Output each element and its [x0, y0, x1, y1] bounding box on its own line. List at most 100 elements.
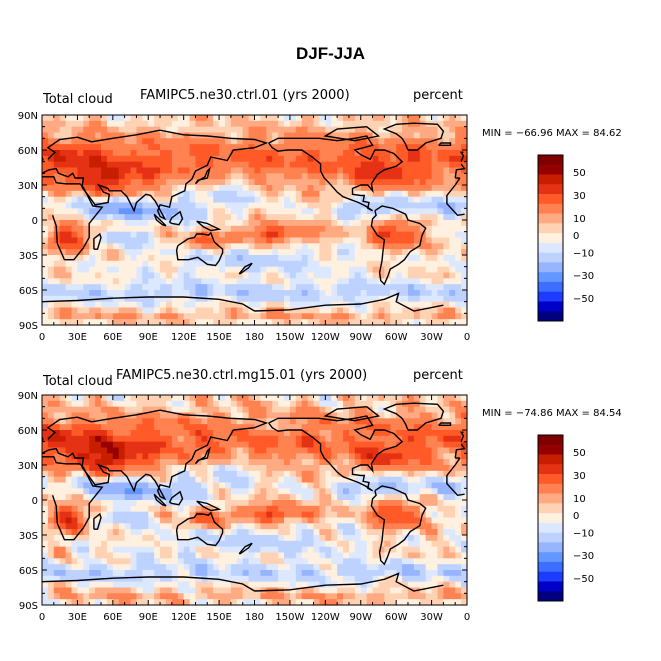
field-cell: [372, 196, 380, 204]
field-cell: [171, 237, 179, 244]
field-cell: [171, 202, 179, 209]
field-cell: [83, 290, 90, 297]
field-cell: [65, 441, 73, 449]
field-cell: [272, 301, 279, 309]
colorbar-swatch: [538, 272, 563, 283]
field-cell: [372, 225, 380, 233]
field-cell: [248, 523, 256, 530]
field-cell: [360, 517, 368, 524]
field-cell: [366, 395, 374, 402]
field-cell: [437, 190, 444, 198]
field-cell: [101, 523, 108, 530]
field-cell: [343, 488, 350, 495]
field-cell: [449, 313, 456, 320]
field-cell: [59, 179, 67, 186]
field-cell: [83, 243, 90, 250]
field-cell: [278, 179, 285, 186]
field-cell: [59, 511, 67, 519]
field-cell: [124, 155, 132, 163]
field-cell: [331, 295, 338, 303]
field-cell: [372, 511, 380, 519]
field-cell: [230, 488, 238, 495]
field-cell: [71, 564, 79, 571]
field-cell: [112, 190, 120, 198]
field-cell: [461, 295, 468, 303]
field-cell: [59, 132, 67, 139]
x-tick-label: 0: [464, 332, 470, 343]
field-cell: [248, 155, 256, 163]
field-cell: [260, 278, 267, 285]
field-cell: [449, 552, 456, 559]
field-cell: [407, 430, 415, 437]
field-cell: [130, 406, 138, 414]
field-cell: [378, 214, 385, 221]
field-cell: [443, 505, 450, 513]
field-cell: [337, 564, 344, 571]
field-cell: [160, 120, 167, 128]
field-cell: [95, 529, 102, 536]
field-cell: [301, 517, 309, 524]
field-cell: [372, 144, 380, 151]
field-cell: [372, 476, 380, 484]
field-cell: [413, 196, 421, 204]
field-cell: [207, 231, 214, 239]
field-cell: [461, 144, 468, 151]
field-cell: [154, 447, 161, 454]
field-cell: [136, 564, 143, 571]
field-cell: [443, 511, 450, 519]
field-cell: [124, 225, 132, 233]
field-cell: [348, 220, 356, 227]
field-cell: [390, 284, 397, 291]
field-cell: [136, 500, 143, 507]
field-cell: [372, 552, 380, 559]
field-cell: [278, 482, 285, 489]
field-cell: [130, 290, 138, 297]
variable-label: Total cloud: [43, 92, 113, 107]
field-cell: [307, 220, 315, 227]
field-cell: [224, 161, 232, 169]
field-cell: [219, 441, 226, 449]
field-cell: [449, 517, 456, 524]
field-cell: [413, 208, 421, 215]
field-cell: [171, 307, 179, 314]
colorbar-swatch: [538, 311, 563, 322]
field-cell: [154, 278, 161, 285]
field-cell: [77, 126, 84, 134]
field-cell: [354, 243, 362, 250]
field-cell: [278, 220, 285, 227]
field-cell: [189, 488, 197, 495]
field-cell: [118, 196, 126, 204]
field-cell: [118, 511, 126, 519]
field-cell: [449, 237, 456, 244]
field-cell: [360, 500, 368, 507]
field-cell: [266, 272, 273, 279]
field-cell: [148, 185, 155, 192]
field-cell: [201, 406, 208, 414]
field-cell: [254, 529, 261, 536]
field-cell: [195, 290, 202, 297]
field-cell: [230, 202, 238, 209]
field-cell: [272, 488, 279, 495]
field-cell: [272, 237, 279, 244]
field-cell: [331, 441, 338, 449]
field-cell: [213, 412, 220, 419]
field-cell: [47, 167, 55, 174]
field-cell: [242, 220, 250, 227]
field-cell: [47, 505, 55, 513]
field-cell: [455, 319, 462, 326]
field-cell: [378, 155, 385, 163]
field-cell: [461, 272, 468, 279]
field-cell: [295, 564, 303, 571]
field-cell: [284, 161, 291, 169]
field-cell: [289, 290, 297, 297]
field-cell: [360, 249, 368, 256]
field-cell: [189, 179, 197, 186]
field-cell: [106, 190, 114, 198]
field-cell: [207, 284, 214, 291]
field-cell: [47, 295, 55, 303]
field-cell: [165, 179, 173, 186]
field-cell: [284, 196, 291, 204]
field-cell: [413, 278, 421, 285]
field-cell: [171, 284, 179, 291]
field-cell: [272, 412, 279, 419]
